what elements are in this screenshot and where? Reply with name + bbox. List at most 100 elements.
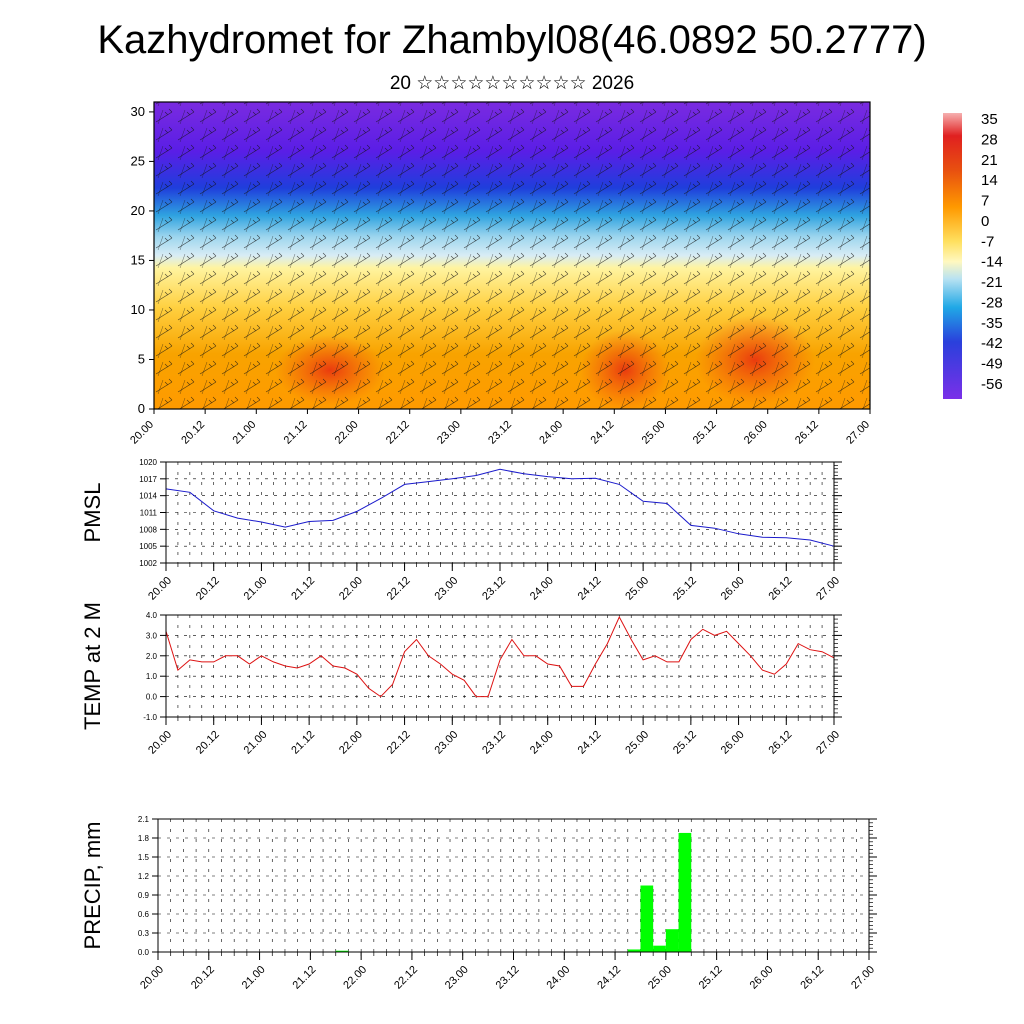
x-tick-label: 24.00 bbox=[544, 964, 572, 992]
precip-bar bbox=[335, 950, 349, 952]
colorbar-scale bbox=[943, 113, 962, 399]
heatmap-x-tick-label: 20.12 bbox=[179, 419, 207, 447]
x-tick-label: 22.12 bbox=[385, 729, 413, 757]
x-tick-label: 25.00 bbox=[623, 729, 651, 757]
y-tick-label: -1.0 bbox=[143, 713, 157, 722]
x-tick-label: 26.00 bbox=[719, 729, 747, 757]
colorbar-label: -28 bbox=[981, 294, 1003, 311]
x-tick-label: 23.00 bbox=[432, 575, 460, 603]
y-tick-label: 1.2 bbox=[138, 872, 150, 881]
heatmap-x-tick-label: 22.12 bbox=[384, 419, 412, 447]
y-tick-label: 1014 bbox=[139, 492, 157, 501]
x-tick-label: 22.12 bbox=[385, 575, 413, 603]
x-tick-label: 24.12 bbox=[595, 964, 623, 992]
x-tick-label: 24.00 bbox=[528, 729, 556, 757]
colorbar-label: 0 bbox=[981, 213, 989, 230]
x-tick-label: 26.00 bbox=[748, 964, 776, 992]
x-tick-label: 22.12 bbox=[392, 964, 420, 992]
y-tick-label: 1005 bbox=[139, 542, 157, 551]
x-tick-label: 23.00 bbox=[432, 729, 460, 757]
x-tick-label: 20.12 bbox=[194, 575, 222, 603]
heatmap-x-tick-label: 23.00 bbox=[435, 419, 463, 447]
heatmap-y-tick-label: 0 bbox=[138, 401, 145, 416]
panel-ylabel: PRECIP, mm bbox=[80, 822, 105, 950]
y-tick-label: 3.0 bbox=[146, 631, 158, 640]
x-tick-label: 23.12 bbox=[480, 575, 508, 603]
y-tick-label: 0.0 bbox=[146, 693, 158, 702]
y-tick-label: 1.8 bbox=[138, 834, 150, 843]
x-tick-label: 26.12 bbox=[766, 575, 794, 603]
x-tick-label: 21.12 bbox=[289, 729, 317, 757]
colorbar-labels: 35 28 21 14 7 0 -7 -14 -21 -28 -35 -42 -49 -56 bbox=[981, 111, 1003, 393]
heatmap-x-tick-label: 21.00 bbox=[230, 419, 258, 447]
x-tick-label: 23.12 bbox=[494, 964, 522, 992]
colorbar-label: -56 bbox=[981, 376, 1003, 393]
y-tick-label: 1020 bbox=[139, 458, 157, 467]
heatmap-x-tick-label: 23.12 bbox=[486, 419, 514, 447]
y-tick-label: 1011 bbox=[140, 509, 158, 518]
x-tick-label: 26.12 bbox=[766, 729, 794, 757]
x-tick-label: 24.12 bbox=[576, 575, 604, 603]
heatmap-x-tick-label: 24.00 bbox=[537, 419, 565, 447]
temp-panel: 4.0 3.0 2.0 1.0 0.0 -1.0 20.00 20.12 21.00 21.12 2… bbox=[80, 602, 842, 757]
x-tick-label: 21.12 bbox=[289, 575, 317, 603]
heatmap-x-tick-label: 21.12 bbox=[282, 419, 310, 447]
x-tick-label: 21.00 bbox=[242, 575, 270, 603]
heatmap-x-tick-label: 22.00 bbox=[333, 419, 361, 447]
panel-frame bbox=[157, 818, 870, 953]
y-tick-label: 0.0 bbox=[138, 948, 150, 957]
heatmap-x-tick-label: 25.00 bbox=[640, 419, 668, 447]
series-line bbox=[165, 615, 835, 698]
heatmap-x-tick-label: 26.00 bbox=[742, 419, 770, 447]
heatmap-y-tick-label: 5 bbox=[138, 351, 145, 366]
x-tick-label: 25.00 bbox=[623, 575, 651, 603]
x-tick-label: 26.12 bbox=[798, 964, 826, 992]
y-tick-label: 2.0 bbox=[146, 652, 158, 661]
y-tick-label: 1.0 bbox=[146, 672, 158, 681]
precip-bar bbox=[640, 885, 654, 952]
colorbar-label: 28 bbox=[981, 131, 998, 148]
x-tick-label: 24.12 bbox=[576, 729, 604, 757]
heatmap-y-tick-label: 25 bbox=[131, 153, 145, 168]
heatmap-x-tick-label: 27.00 bbox=[844, 419, 872, 447]
x-tick-label: 27.00 bbox=[814, 729, 842, 757]
precip-bar bbox=[678, 832, 692, 952]
colorbar-label: -42 bbox=[981, 335, 1003, 352]
y-tick-label: 1017 bbox=[139, 475, 157, 484]
x-tick-label: 25.12 bbox=[671, 729, 699, 757]
y-tick-label: 0.6 bbox=[138, 910, 150, 919]
x-tick-label: 27.00 bbox=[849, 964, 877, 992]
heatmap-x-tick-label: 26.12 bbox=[793, 419, 821, 447]
wind-barbs bbox=[154, 102, 870, 409]
y-tick-label: 2.1 bbox=[138, 815, 150, 824]
x-tick-label: 22.00 bbox=[337, 729, 365, 757]
colorbar-label: -35 bbox=[981, 315, 1003, 332]
colorbar-label: -14 bbox=[981, 254, 1003, 271]
temperature-heatmap: 0 5 10 15 20 25 30 20.00 20.12 21.00 21.12 22.00 22… bbox=[128, 101, 872, 447]
x-tick-label: 22.00 bbox=[337, 575, 365, 603]
x-tick-label: 23.00 bbox=[443, 964, 471, 992]
x-tick-label: 20.12 bbox=[189, 964, 217, 992]
y-tick-label: 1.5 bbox=[138, 853, 150, 862]
x-tick-label: 27.00 bbox=[814, 575, 842, 603]
chart-title: Kazhydromet for Zhambyl08(46.0892 50.277… bbox=[97, 18, 927, 62]
colorbar-label: -21 bbox=[981, 274, 1003, 291]
x-tick-label: 24.00 bbox=[528, 575, 556, 603]
panel-ylabel: TEMP at 2 M bbox=[80, 602, 105, 730]
chart-subtitle: 20 ☆☆☆☆☆☆☆☆☆☆ 2026 bbox=[389, 73, 635, 94]
x-tick-label: 26.00 bbox=[719, 575, 747, 603]
x-tick-label: 20.00 bbox=[146, 575, 174, 603]
colorbar-label: 7 bbox=[981, 193, 989, 210]
heatmap-y-axis: 0 5 10 15 20 25 30 bbox=[131, 104, 154, 416]
heatmap-x-tick-label: 20.00 bbox=[128, 419, 156, 447]
y-tick-label: 1008 bbox=[139, 525, 157, 534]
heatmap-x-tick-label: 24.12 bbox=[588, 419, 616, 447]
y-tick-label: 1002 bbox=[139, 559, 157, 568]
heatmap-x-axis: 20.00 20.12 21.00 21.12 22.00 22.12 23.00 23.12… bbox=[128, 409, 872, 447]
x-tick-label: 25.12 bbox=[697, 964, 725, 992]
pmsl-panel: 1020 1017 1014 1011 1008 1005 1002 20.00 20.12 21… bbox=[80, 458, 842, 603]
x-tick-label: 25.12 bbox=[671, 575, 699, 603]
x-tick-label: 25.00 bbox=[646, 964, 674, 992]
y-tick-label: 0.3 bbox=[138, 929, 150, 938]
x-tick-label: 21.12 bbox=[291, 964, 319, 992]
